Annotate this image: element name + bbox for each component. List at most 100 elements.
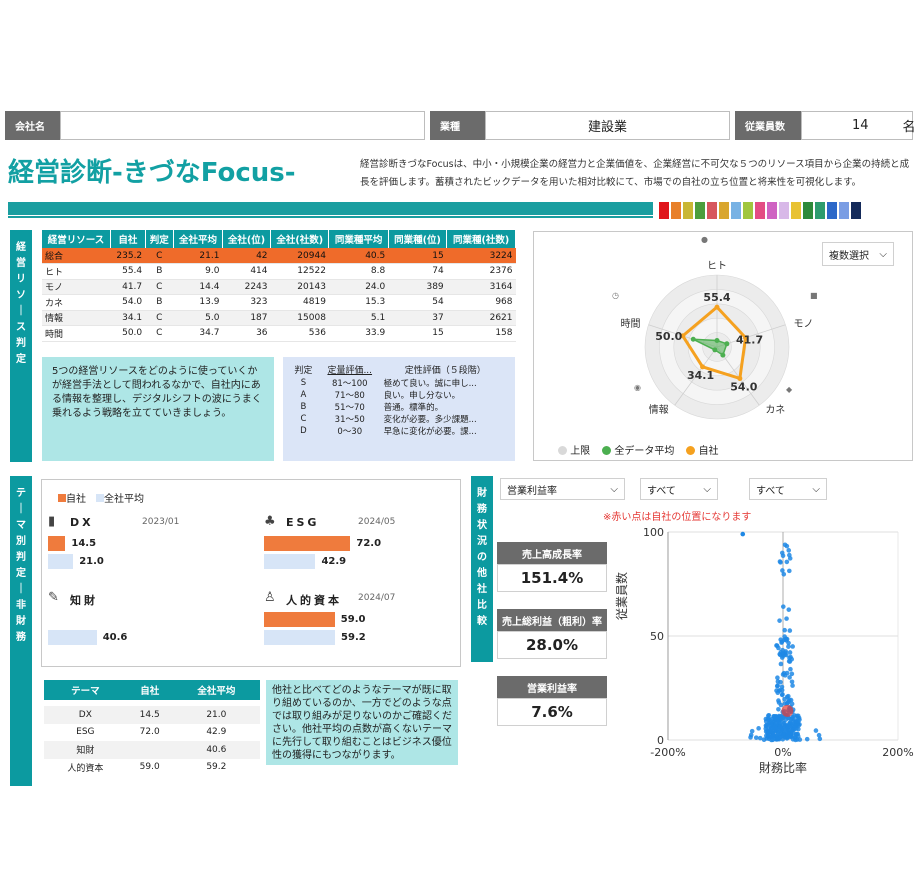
scatter-point: [817, 736, 823, 742]
side-label-char: 較: [477, 616, 487, 627]
resource-cell: 8.8: [328, 263, 389, 280]
resource-cell: 20143: [270, 279, 329, 295]
scatter-point: [783, 636, 789, 642]
scatter-point: [786, 698, 792, 704]
radar-axis-label: モノ: [793, 319, 813, 330]
theme-row[interactable]: ESG 72.0 42.9: [44, 723, 260, 741]
theme-col-header[interactable]: 自社: [126, 680, 173, 700]
scatter-point: [776, 706, 781, 712]
scatter-point: [792, 725, 797, 730]
resource-cell: 50.0: [110, 325, 146, 342]
theme-bar-own: [48, 536, 66, 551]
metric-dropdown[interactable]: 営業利益率 ⌵: [500, 478, 625, 500]
scatter-point: [774, 643, 779, 648]
resource-row[interactable]: モノ 41.7 C 14.4 2243 20143 24.0 389 3164: [42, 279, 516, 295]
scatter-point: [784, 559, 790, 565]
resource-cell: 2621: [446, 310, 516, 326]
kpi-card: 売上高成長率 151.4%: [497, 542, 607, 592]
theme-col-header[interactable]: テーマ: [44, 680, 127, 700]
theme-legend-swatch-own: [58, 494, 66, 502]
radar-point: [743, 335, 749, 341]
grade-col-header[interactable]: 定量評価...: [327, 365, 373, 376]
resource-row[interactable]: ヒト 55.4 B 9.0 414 12522 8.8 74 2376: [42, 263, 516, 280]
grade-row: D 0～30 早急に変化が必要。課...: [289, 425, 509, 437]
employees-field[interactable]: 14 名: [801, 111, 916, 140]
theme-item: ♣ ESG 2024/05 72.0 42.9: [264, 514, 464, 584]
radar-axis-label: ヒト: [707, 260, 727, 272]
resource-col-header[interactable]: 判定: [145, 230, 174, 248]
resource-row[interactable]: 情報 34.1 C 5.0 187 15008 5.1 37 2621: [42, 310, 516, 326]
side-label-char: 判: [16, 552, 26, 563]
theme-cell: DX: [44, 706, 127, 724]
scatter-x-tick: -200%: [650, 746, 685, 759]
grade-cell: S: [300, 378, 307, 388]
scatter-point: [781, 571, 787, 577]
scatter-y-tick: 0: [657, 734, 664, 747]
resource-col-header[interactable]: 自社: [110, 230, 146, 248]
side-label-char: 経: [16, 242, 26, 253]
theme-row[interactable]: DX 14.5 21.0: [44, 706, 260, 724]
radar-axis-label: 情報: [649, 403, 669, 416]
resource-col-header[interactable]: 同業種平均: [328, 230, 389, 248]
scatter-point: [770, 737, 776, 743]
theme-cell: 40.6: [172, 741, 260, 759]
resource-col-header[interactable]: 全社(社数): [270, 230, 330, 248]
resource-row[interactable]: 時間 50.0 C 34.7 36 536 33.9 15 158: [42, 325, 516, 342]
resource-row[interactable]: カネ 54.0 B 13.9 323 4819 15.3 54 968: [42, 294, 516, 311]
scatter-point: [789, 671, 795, 677]
scatter-point: [780, 568, 785, 573]
employees-label: 従業員数: [735, 111, 801, 140]
resource-row[interactable]: 総合 235.2 C 21.1 42 20944 40.5 15 3224: [42, 248, 516, 264]
resource-cell: C: [145, 279, 174, 295]
theme-col-header[interactable]: 全社平均: [172, 680, 260, 700]
theme-row[interactable]: 人的資本 59.0 59.2: [44, 758, 260, 776]
resource-col-header[interactable]: 経営リソース: [42, 230, 112, 248]
resource-cell: 34.7: [173, 325, 223, 342]
theme-cell: 42.9: [172, 723, 260, 741]
chevron-down-icon: ⌵: [812, 483, 820, 495]
kpi-value: 151.4%: [497, 564, 607, 592]
scatter-point: [786, 693, 791, 699]
resource-col-header[interactable]: 全社平均: [173, 230, 223, 248]
kpi-label: 売上高成長率: [497, 542, 607, 564]
resource-col-header[interactable]: 全社(位): [222, 230, 272, 248]
palette-swatch: [671, 202, 681, 219]
scatter-point: [780, 604, 786, 609]
palette-swatch: [743, 202, 753, 219]
company-name-field[interactable]: [60, 111, 425, 140]
scatter-point: [782, 627, 787, 633]
resource-cell: 14.4: [173, 279, 223, 295]
side-label-char: 定: [16, 354, 26, 365]
theme-bar-own-label: 72.0: [356, 538, 382, 549]
grade-col-header[interactable]: 判定: [294, 365, 313, 376]
grade-col-header[interactable]: 定性評価（５段階）: [404, 365, 486, 376]
scatter-point: [786, 607, 792, 612]
scatter-point: [775, 736, 780, 742]
theme-row[interactable]: 知財 40.6: [44, 741, 260, 759]
theme-bar-own-label: 14.5: [71, 538, 97, 549]
theme-cell: [126, 741, 173, 759]
industry-field[interactable]: 建設業: [485, 111, 730, 140]
resource-cell: モノ: [42, 279, 111, 295]
radar-point: [724, 341, 730, 347]
filter-dropdown-2[interactable]: すべて ⌵: [749, 478, 827, 500]
resource-col-header[interactable]: 同業種(位): [388, 230, 448, 248]
scatter-point: [779, 684, 785, 690]
grade-cell: 普通。標準的。: [383, 403, 444, 413]
scatter-point: [783, 717, 789, 722]
theme-bar-avg-label: 59.2: [341, 632, 366, 643]
radar-point: [720, 352, 726, 358]
clock-icon: ◷: [612, 291, 619, 300]
resource-cell: 54: [388, 294, 447, 311]
own-point-note: ※赤い点は自社の位置になります: [603, 512, 752, 523]
scatter-x-tick: 0%: [774, 746, 791, 759]
resource-cell: 41.7: [110, 279, 146, 295]
resource-cell: 42: [222, 248, 271, 264]
multi-select-dropdown[interactable]: 複数選択 ⌵: [822, 242, 894, 266]
filter-dropdown-1[interactable]: すべて ⌵: [640, 478, 718, 500]
grade-table: 判定 定量評価... 定性評価（５段階） S 81～100 極めて良い。誠に申し... A…: [289, 361, 509, 438]
scatter-point: [763, 723, 769, 728]
palette-swatch: [839, 202, 849, 219]
resource-col-header[interactable]: 同業種(社数): [446, 230, 516, 248]
theme-cell: 知財: [44, 741, 127, 759]
